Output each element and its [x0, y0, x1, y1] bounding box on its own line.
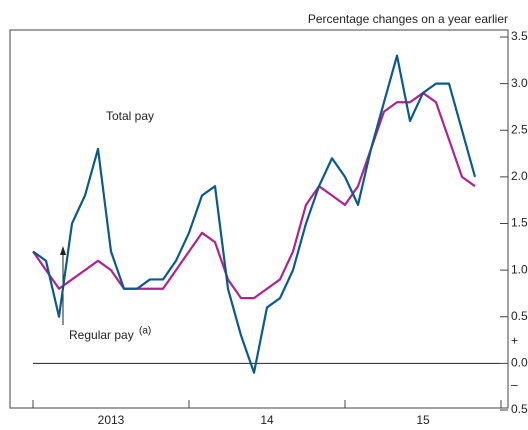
line-series: [32, 54, 477, 374]
arrow-head: [60, 246, 66, 255]
series-label: Regular pay: [69, 328, 134, 342]
y-tick-label: 3.0: [511, 76, 528, 90]
y-tick-label: 2.0: [511, 169, 528, 183]
line-series: [32, 91, 476, 300]
y-tick-label: 1.5: [511, 216, 528, 230]
x-tick-label: 15: [416, 413, 430, 427]
y-tick-label: 0.5: [511, 309, 528, 323]
plot-frame: [9, 29, 509, 409]
y-tick-label: 2.5: [511, 122, 528, 136]
y-tick-label: 0.5: [511, 402, 528, 416]
y-tick-label: 3.5: [511, 29, 528, 43]
x-tick-label: 2013: [98, 413, 125, 427]
y-tick-label: 0.0: [511, 356, 528, 370]
sign-label: –: [511, 378, 518, 392]
series-label-sup: (a): [139, 326, 151, 337]
sign-label: +: [511, 334, 518, 348]
chart-subtitle: Percentage changes on a year earlier: [308, 12, 508, 26]
series-label: Total pay: [106, 109, 154, 123]
x-tick-label: 14: [260, 413, 274, 427]
y-tick-label: 1.0: [511, 262, 528, 276]
